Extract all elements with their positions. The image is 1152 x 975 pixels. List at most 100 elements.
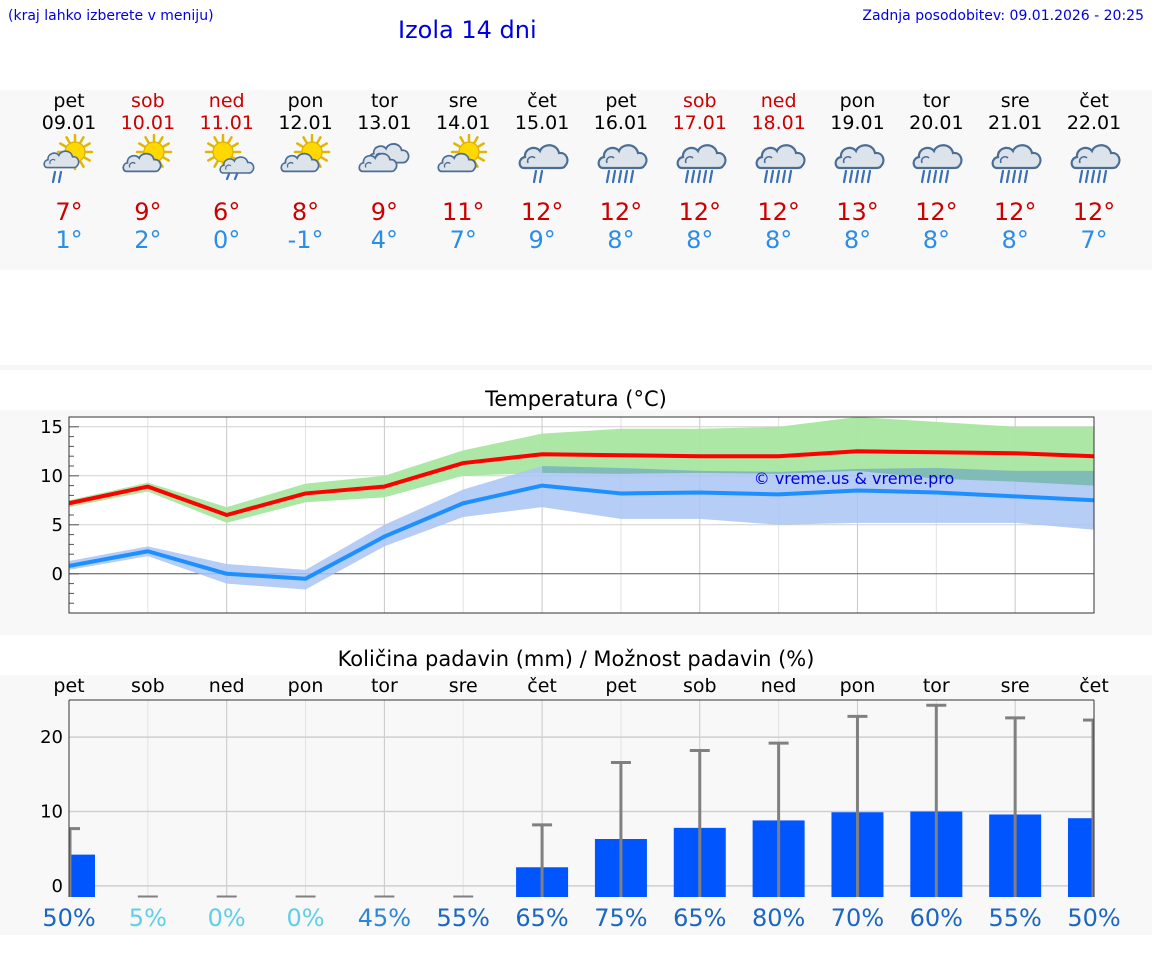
max-temperature: 12° bbox=[599, 198, 643, 226]
min-temperature: 8° bbox=[843, 226, 872, 254]
max-temperature: 12° bbox=[993, 198, 1037, 226]
precipitation-probability: 45% bbox=[358, 904, 411, 932]
temperature-chart: 0 5 10 15 © vreme.us & vreme.pro bbox=[40, 416, 1095, 614]
forecast-day: pet 09.01 7° 1° bbox=[29, 90, 109, 260]
precipitation-chart: 0 10 20 pet sob ned pon tor sre čet pet sob ned pon to… bbox=[40, 675, 1121, 932]
max-temperature: 12° bbox=[1072, 198, 1116, 226]
day-date: 12.01 bbox=[278, 112, 333, 134]
day-name: tor bbox=[922, 90, 950, 112]
day-name: sob bbox=[131, 90, 165, 112]
precipitation-bar bbox=[1068, 818, 1094, 897]
min-temperature: 8° bbox=[607, 226, 635, 254]
day-name: ned bbox=[208, 90, 245, 112]
max-temperature: 13° bbox=[836, 198, 879, 226]
day-label: pet bbox=[53, 675, 84, 697]
temperature-chart-panel: 0 5 10 15 © vreme.us & vreme.pro bbox=[0, 410, 1152, 635]
rain-shape bbox=[684, 169, 713, 184]
cloud-shape bbox=[43, 150, 80, 169]
max-temperature: 8° bbox=[291, 198, 320, 226]
day-label: čet bbox=[1079, 675, 1109, 697]
forecast-day: ned 18.01 12° 8° bbox=[739, 90, 819, 260]
rain-shape bbox=[921, 169, 950, 184]
cloud-shape bbox=[991, 144, 1042, 170]
max-temperature: 9° bbox=[134, 198, 162, 226]
cloud-heavy-rain-icon bbox=[1070, 144, 1121, 184]
day-name: pet bbox=[53, 90, 85, 112]
day-name: pet bbox=[605, 90, 637, 112]
min-temperature: 2° bbox=[134, 226, 162, 254]
cloud-shape bbox=[437, 152, 477, 173]
day-date: 16.01 bbox=[593, 112, 649, 134]
precipitation-probability: 65% bbox=[673, 904, 726, 932]
day-date: 22.01 bbox=[1066, 112, 1122, 134]
max-temperature: 12° bbox=[757, 198, 800, 226]
min-temperature: 9° bbox=[528, 226, 556, 254]
forecast-strip: pet 09.01 7° 1° sob 10.01 9° 2° ned 11.01 6° 0° pon 1… bbox=[0, 90, 1152, 270]
day-label: sob bbox=[683, 675, 717, 697]
day-name: čet bbox=[527, 90, 557, 112]
cloud-shape bbox=[358, 152, 398, 173]
precipitation-probability: 80% bbox=[752, 904, 805, 932]
location-menu-hint[interactable]: (kraj lahko izberete v meniju) bbox=[8, 8, 214, 24]
page-title: Izola 14 dni bbox=[398, 16, 537, 44]
day-date: 15.01 bbox=[514, 112, 570, 134]
day-name: ned bbox=[760, 90, 797, 112]
precipitation-probability: 55% bbox=[437, 904, 490, 932]
y-tick-label: 5 bbox=[52, 515, 63, 536]
day-name: sob bbox=[683, 90, 717, 112]
rain-shape bbox=[532, 169, 544, 184]
cloud-shape bbox=[279, 152, 319, 173]
sun-cloud-icon bbox=[122, 134, 173, 173]
precipitation-probability: 5% bbox=[129, 904, 167, 932]
day-label: sre bbox=[449, 675, 478, 697]
min-temperature: 7° bbox=[1080, 226, 1108, 254]
cloud-shape bbox=[755, 144, 806, 170]
max-temperature: 6° bbox=[213, 198, 241, 226]
precipitation-probability: 65% bbox=[515, 904, 568, 932]
day-date: 19.01 bbox=[830, 112, 885, 134]
day-date: 21.01 bbox=[987, 112, 1043, 134]
cloud-shape bbox=[912, 144, 963, 170]
day-date: 14.01 bbox=[436, 112, 491, 134]
day-label: pon bbox=[840, 675, 876, 697]
day-name: pon bbox=[287, 90, 324, 112]
forecast-day: ned 11.01 6° 0° bbox=[187, 90, 267, 260]
min-temperature: 8° bbox=[686, 226, 714, 254]
sun-cloud-drizzle-icon bbox=[204, 134, 255, 181]
cloud-shape bbox=[122, 152, 162, 173]
precipitation-chart-title: Količina padavin (mm) / Možnost padavin … bbox=[337, 647, 815, 671]
forecast-day: pet 16.01 12° 8° bbox=[581, 90, 661, 260]
min-temperature: 4° bbox=[370, 226, 399, 254]
sun-cloud-icon bbox=[437, 134, 488, 173]
max-temperature: 9° bbox=[370, 198, 399, 226]
day-date: 20.01 bbox=[909, 112, 964, 134]
min-temperature-band bbox=[69, 466, 1094, 590]
forecast-day: tor 20.01 12° 8° bbox=[896, 90, 976, 260]
precipitation-probability: 50% bbox=[42, 904, 95, 932]
precipitation-probability: 75% bbox=[594, 904, 647, 932]
min-temperature: 8° bbox=[1001, 226, 1029, 254]
y-tick-label: 0 bbox=[52, 564, 63, 585]
cloud-heavy-rain-icon bbox=[834, 144, 885, 184]
forecast-day: čet 15.01 12° 9° bbox=[502, 90, 582, 260]
cloud-shape bbox=[834, 144, 885, 170]
forecast-day: čet 22.01 12° 7° bbox=[1054, 90, 1134, 260]
min-temperature: 0° bbox=[213, 226, 241, 254]
rain-shape bbox=[605, 169, 635, 184]
plot-frame bbox=[68, 416, 1095, 614]
day-label: tor bbox=[923, 675, 950, 697]
temperature-chart-title: Temperatura (°C) bbox=[485, 387, 667, 411]
day-label: sre bbox=[1001, 675, 1030, 697]
day-label: pon bbox=[288, 675, 324, 697]
cloud-heavy-rain-icon bbox=[597, 144, 648, 184]
day-date: 13.01 bbox=[357, 112, 412, 134]
min-temperature: 8° bbox=[765, 226, 793, 254]
day-label: čet bbox=[527, 675, 557, 697]
cloud-shape bbox=[219, 156, 255, 174]
precipitation-probability: 0% bbox=[286, 904, 324, 932]
section-divider bbox=[0, 365, 1152, 370]
forecast-day: pon 12.01 8° -1° bbox=[266, 90, 346, 260]
cloud-shape bbox=[597, 144, 648, 170]
watermark: © vreme.us & vreme.pro bbox=[754, 469, 955, 488]
day-date: 18.01 bbox=[751, 112, 806, 134]
